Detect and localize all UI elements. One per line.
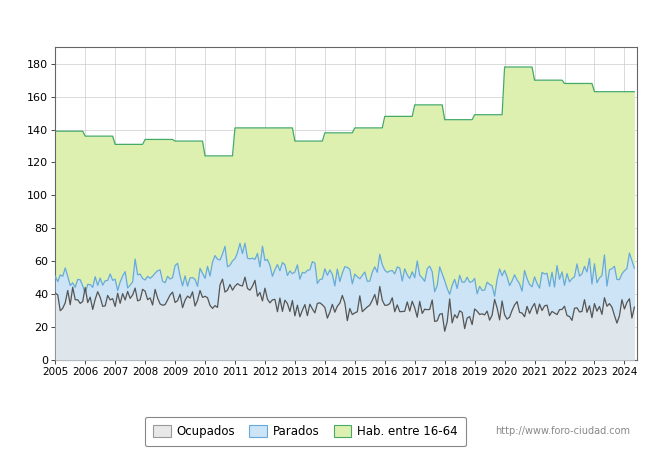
Text: http://www.foro-ciudad.com: http://www.foro-ciudad.com: [495, 427, 630, 436]
Text: Polícar - Evolucion de la poblacion en edad de Trabajar Mayo de 2024: Polícar - Evolucion de la poblacion en e…: [58, 10, 592, 27]
Legend: Ocupados, Parados, Hab. entre 16-64: Ocupados, Parados, Hab. entre 16-64: [144, 417, 466, 446]
